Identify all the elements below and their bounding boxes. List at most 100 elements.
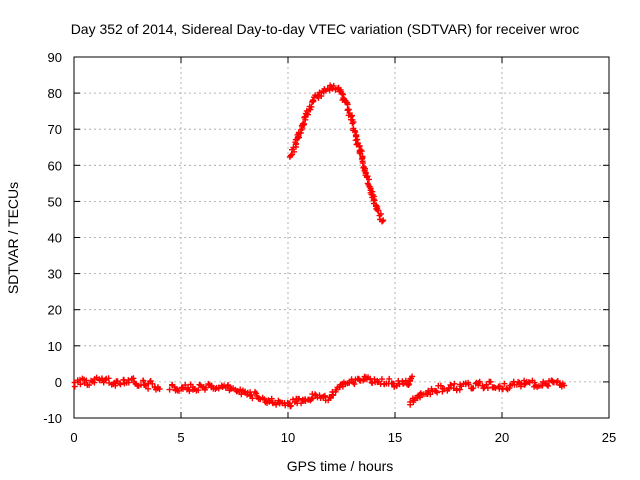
data-point: [351, 127, 358, 134]
data-point: [202, 384, 209, 391]
data-point: [531, 379, 538, 386]
series-1: [71, 374, 163, 393]
y-tick-label: -10: [43, 411, 62, 426]
data-point: [451, 380, 458, 387]
data-point: [437, 382, 444, 389]
data-point: [130, 375, 137, 382]
data-point: [166, 386, 173, 393]
data-point: [554, 378, 561, 384]
data-point: [350, 119, 357, 125]
data-point: [544, 381, 550, 388]
data-point: [77, 381, 84, 388]
data-point: [310, 97, 317, 104]
data-point: [434, 389, 441, 396]
data-point: [380, 217, 387, 224]
x-axis-label: GPS time / hours: [287, 458, 394, 474]
series-2: [166, 373, 416, 410]
data-point: [366, 183, 373, 190]
data-point: [288, 402, 295, 409]
data-point: [378, 376, 385, 383]
data-point: [409, 373, 416, 380]
y-tick-label: 80: [48, 86, 62, 101]
data-point: [117, 381, 124, 388]
data-point: [561, 382, 568, 389]
x-tick-label: 10: [281, 430, 295, 445]
x-tick-label: 25: [602, 430, 616, 445]
data-point: [238, 391, 245, 398]
chart-title: Day 352 of 2014, Sidereal Day-to-day VTE…: [71, 21, 580, 37]
data-point: [386, 375, 393, 382]
data-point: [501, 380, 508, 387]
data-point: [186, 388, 193, 395]
series-4: [407, 377, 568, 408]
data-point: [176, 387, 182, 394]
data-point: [345, 106, 352, 113]
data-point: [369, 380, 376, 386]
data-point: [249, 395, 256, 402]
data-point: [156, 386, 163, 393]
y-tick-label: 40: [48, 231, 62, 246]
x-tick-label: 20: [495, 430, 509, 445]
data-point: [253, 390, 260, 397]
data-point: [456, 386, 463, 393]
data-point: [312, 391, 318, 398]
y-axis-ticks: -10 0 10 20 30 40 50 60 70 80 90: [43, 50, 609, 426]
y-tick-label: 20: [48, 303, 62, 318]
data-point: [309, 395, 316, 402]
data-point: [330, 82, 337, 89]
grid-lines: [74, 57, 609, 418]
data-point: [86, 382, 93, 388]
data-point: [377, 211, 384, 217]
y-axis-label: SDTVAR / TECUs: [5, 182, 21, 294]
data-point: [102, 376, 109, 383]
x-tick-label: 0: [70, 430, 77, 445]
data-point: [296, 395, 303, 402]
y-tick-label: 10: [48, 339, 62, 354]
y-tick-label: 50: [48, 194, 62, 209]
data-point: [374, 377, 381, 384]
data-point: [225, 382, 232, 388]
data-point: [484, 385, 491, 391]
data-point: [329, 85, 336, 92]
series-3: [286, 82, 387, 225]
data-point: [366, 176, 372, 183]
data-point: [465, 381, 472, 388]
data-point: [476, 378, 483, 385]
data-point: [364, 173, 371, 180]
y-tick-label: 70: [48, 122, 62, 137]
data-point: [359, 158, 366, 165]
data-point: [483, 381, 490, 388]
data-point: [112, 382, 119, 389]
data-point: [149, 380, 156, 387]
x-tick-label: 5: [177, 430, 184, 445]
data-point: [125, 379, 132, 386]
y-tick-label: 30: [48, 267, 62, 282]
data-point: [302, 116, 309, 123]
data-point: [301, 121, 307, 127]
y-tick-label: 0: [55, 375, 62, 390]
data-point: [339, 90, 345, 97]
data-point: [248, 391, 255, 398]
data-point: [470, 385, 477, 392]
data-point: [195, 387, 202, 394]
data-point: [140, 377, 147, 384]
x-axis-ticks: 0 5 10 15 20 25: [70, 57, 616, 445]
data-point: [291, 148, 297, 155]
data-point: [545, 382, 552, 389]
y-tick-label: 60: [48, 158, 62, 173]
data-point: [273, 401, 280, 408]
data-point: [268, 395, 275, 402]
data-point: [237, 386, 244, 393]
data-point: [287, 152, 294, 159]
data-point: [321, 392, 328, 399]
data-point: [375, 207, 382, 214]
data-point: [318, 93, 325, 99]
data-point: [487, 378, 494, 385]
data-point: [330, 392, 337, 399]
data-point: [379, 218, 385, 225]
data-point: [145, 385, 152, 392]
data-point: [445, 385, 452, 392]
data-point: [506, 385, 513, 392]
data-point: [371, 197, 378, 204]
